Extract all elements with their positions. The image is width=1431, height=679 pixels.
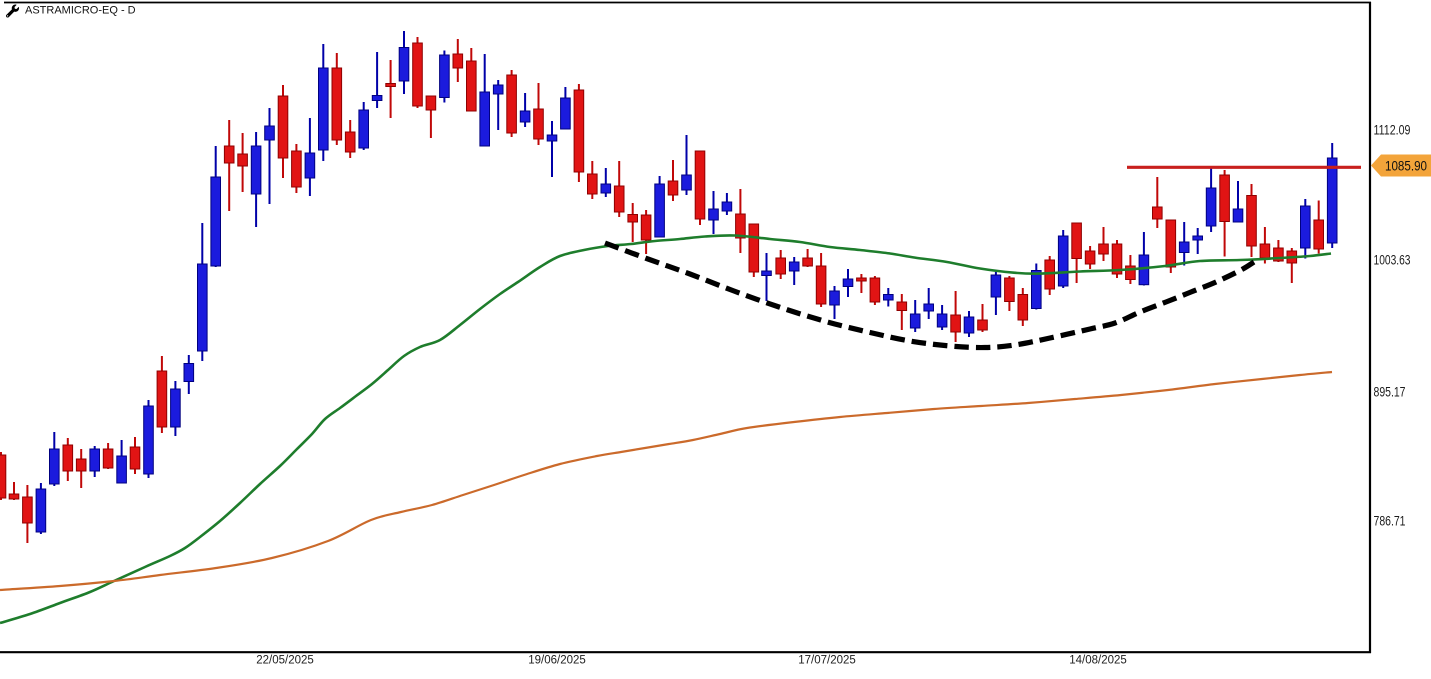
svg-text:1003.63: 1003.63 (1374, 253, 1411, 268)
svg-text:14/08/2025: 14/08/2025 (1069, 655, 1127, 667)
svg-text:895.17: 895.17 (1374, 385, 1406, 400)
svg-text:786.71: 786.71 (1374, 514, 1406, 529)
svg-text:17/07/2025: 17/07/2025 (798, 655, 856, 667)
svg-text:1085.90: 1085.90 (1385, 159, 1427, 174)
svg-text:1112.09: 1112.09 (1374, 123, 1411, 138)
svg-text:22/05/2025: 22/05/2025 (256, 655, 314, 667)
svg-text:19/06/2025: 19/06/2025 (528, 655, 586, 667)
svg-text:ASTRAMICRO-EQ - D: ASTRAMICRO-EQ - D (25, 5, 136, 17)
